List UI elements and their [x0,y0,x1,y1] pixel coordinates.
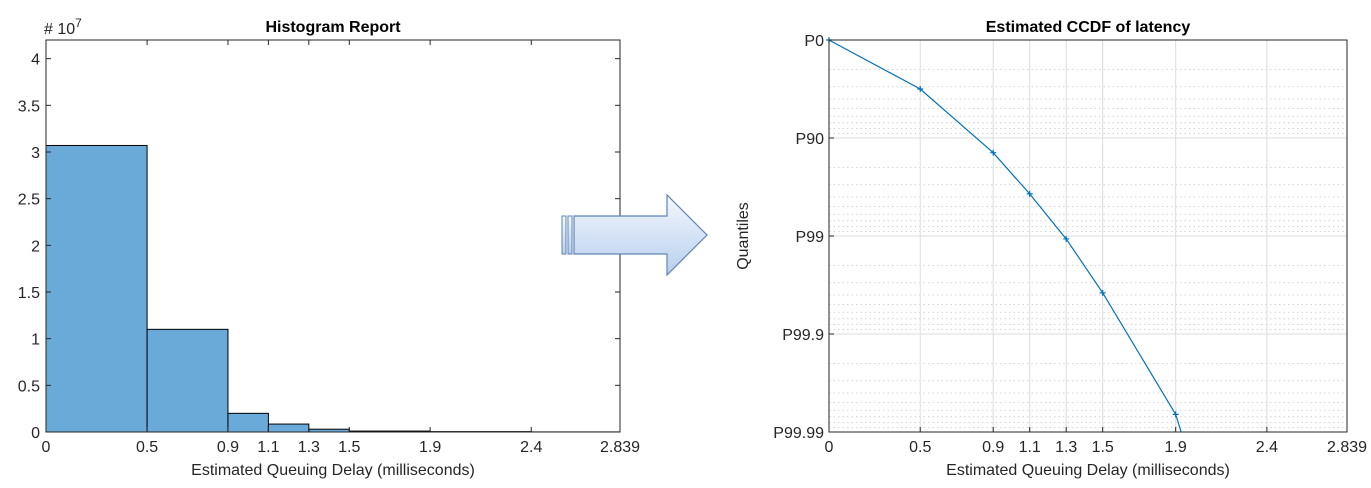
histogram-y-tick-label: 3 [31,145,40,162]
histogram-x-label: Estimated Queuing Delay (milliseconds) [191,462,475,479]
histogram-y-tick-label: 2 [31,238,40,255]
ccdf-x-tick-label: 2.4 [1256,439,1278,456]
histogram-x-tick-label: 1.3 [298,439,320,456]
histogram-y-tick-label: 2.5 [18,192,40,209]
ccdf-data-point [1026,190,1033,197]
ccdf-x-label: Estimated Queuing Delay (milliseconds) [946,462,1230,479]
histogram-y-tick-label: 0.5 [18,378,40,395]
ccdf-x-tick-label: 1.1 [1019,439,1041,456]
histogram-title: Histogram Report [265,19,401,36]
right-arrow-icon [561,193,708,277]
ccdf-chart: 0 0.5 0.9 1.1 1.3 1.5 1.9 2.4 2.839 P0 P90 P99 P99.9… [735,19,1367,479]
histogram-exponent-label: # 107 [44,16,82,38]
ccdf-data-point [990,149,997,156]
histogram-y-tick-label: 1.5 [18,285,40,302]
ccdf-y-tick-label: P0 [804,33,824,50]
ccdf-y-tick-label: P99.99 [773,425,824,442]
histogram-bar [45,144,148,433]
histogram-x-tick-label: 1.9 [419,439,441,456]
histogram-x-tick-label: 0.5 [136,439,158,456]
ccdf-y-tick-label: P99.9 [782,327,824,344]
ccdf-data-point [1172,411,1179,418]
histogram-bar [267,423,310,433]
ccdf-title: Estimated CCDF of latency [986,19,1191,36]
ccdf-x-tick-label: 1.3 [1055,439,1077,456]
histogram-y-tick-label: 0 [31,425,40,442]
ccdf-data-point [1063,235,1070,242]
histogram-x-tick-label: 2.839 [600,439,640,456]
ccdf-x-tick-label: 2.839 [1327,439,1367,456]
ccdf-y-tick-label: P90 [796,131,825,148]
ccdf-series-line [828,39,1182,433]
histogram-x-tick-label: 0 [42,439,51,456]
ccdf-y-tick-label: P99 [796,229,825,246]
histogram-bar [227,412,269,433]
ccdf-data-point [1099,289,1106,296]
ccdf-y-label: Quantiles [735,202,752,270]
ccdf-x-tick-label: 1.9 [1165,439,1187,456]
ccdf-data-point [917,86,924,92]
histogram-y-tick-label: 1 [31,332,40,349]
ccdf-x-tick-label: 0.5 [909,439,931,456]
histogram-x-tick-label: 2.4 [520,439,542,456]
ccdf-x-tick-label: 0.9 [982,439,1004,456]
histogram-y-tick-label: 4 [31,52,40,69]
ccdf-x-tick-label: 0 [825,439,834,456]
histogram-chart: 0 0.5 0.9 1.1 1.3 1.5 1.9 2.4 2.839 0 0.5 1 1.5 2 2.5 3… [18,16,640,479]
histogram-bar [146,328,229,433]
histogram-x-tick-label: 1.1 [257,439,279,456]
histogram-exponent-base: # 10 [44,21,75,38]
histogram-x-tick-label: 0.9 [217,439,239,456]
ccdf-x-tick-label: 1.5 [1092,439,1114,456]
histogram-x-tick-label: 1.5 [338,439,360,456]
histogram-y-tick-label: 3.5 [18,98,40,115]
histogram-exponent-power: 7 [75,16,82,30]
